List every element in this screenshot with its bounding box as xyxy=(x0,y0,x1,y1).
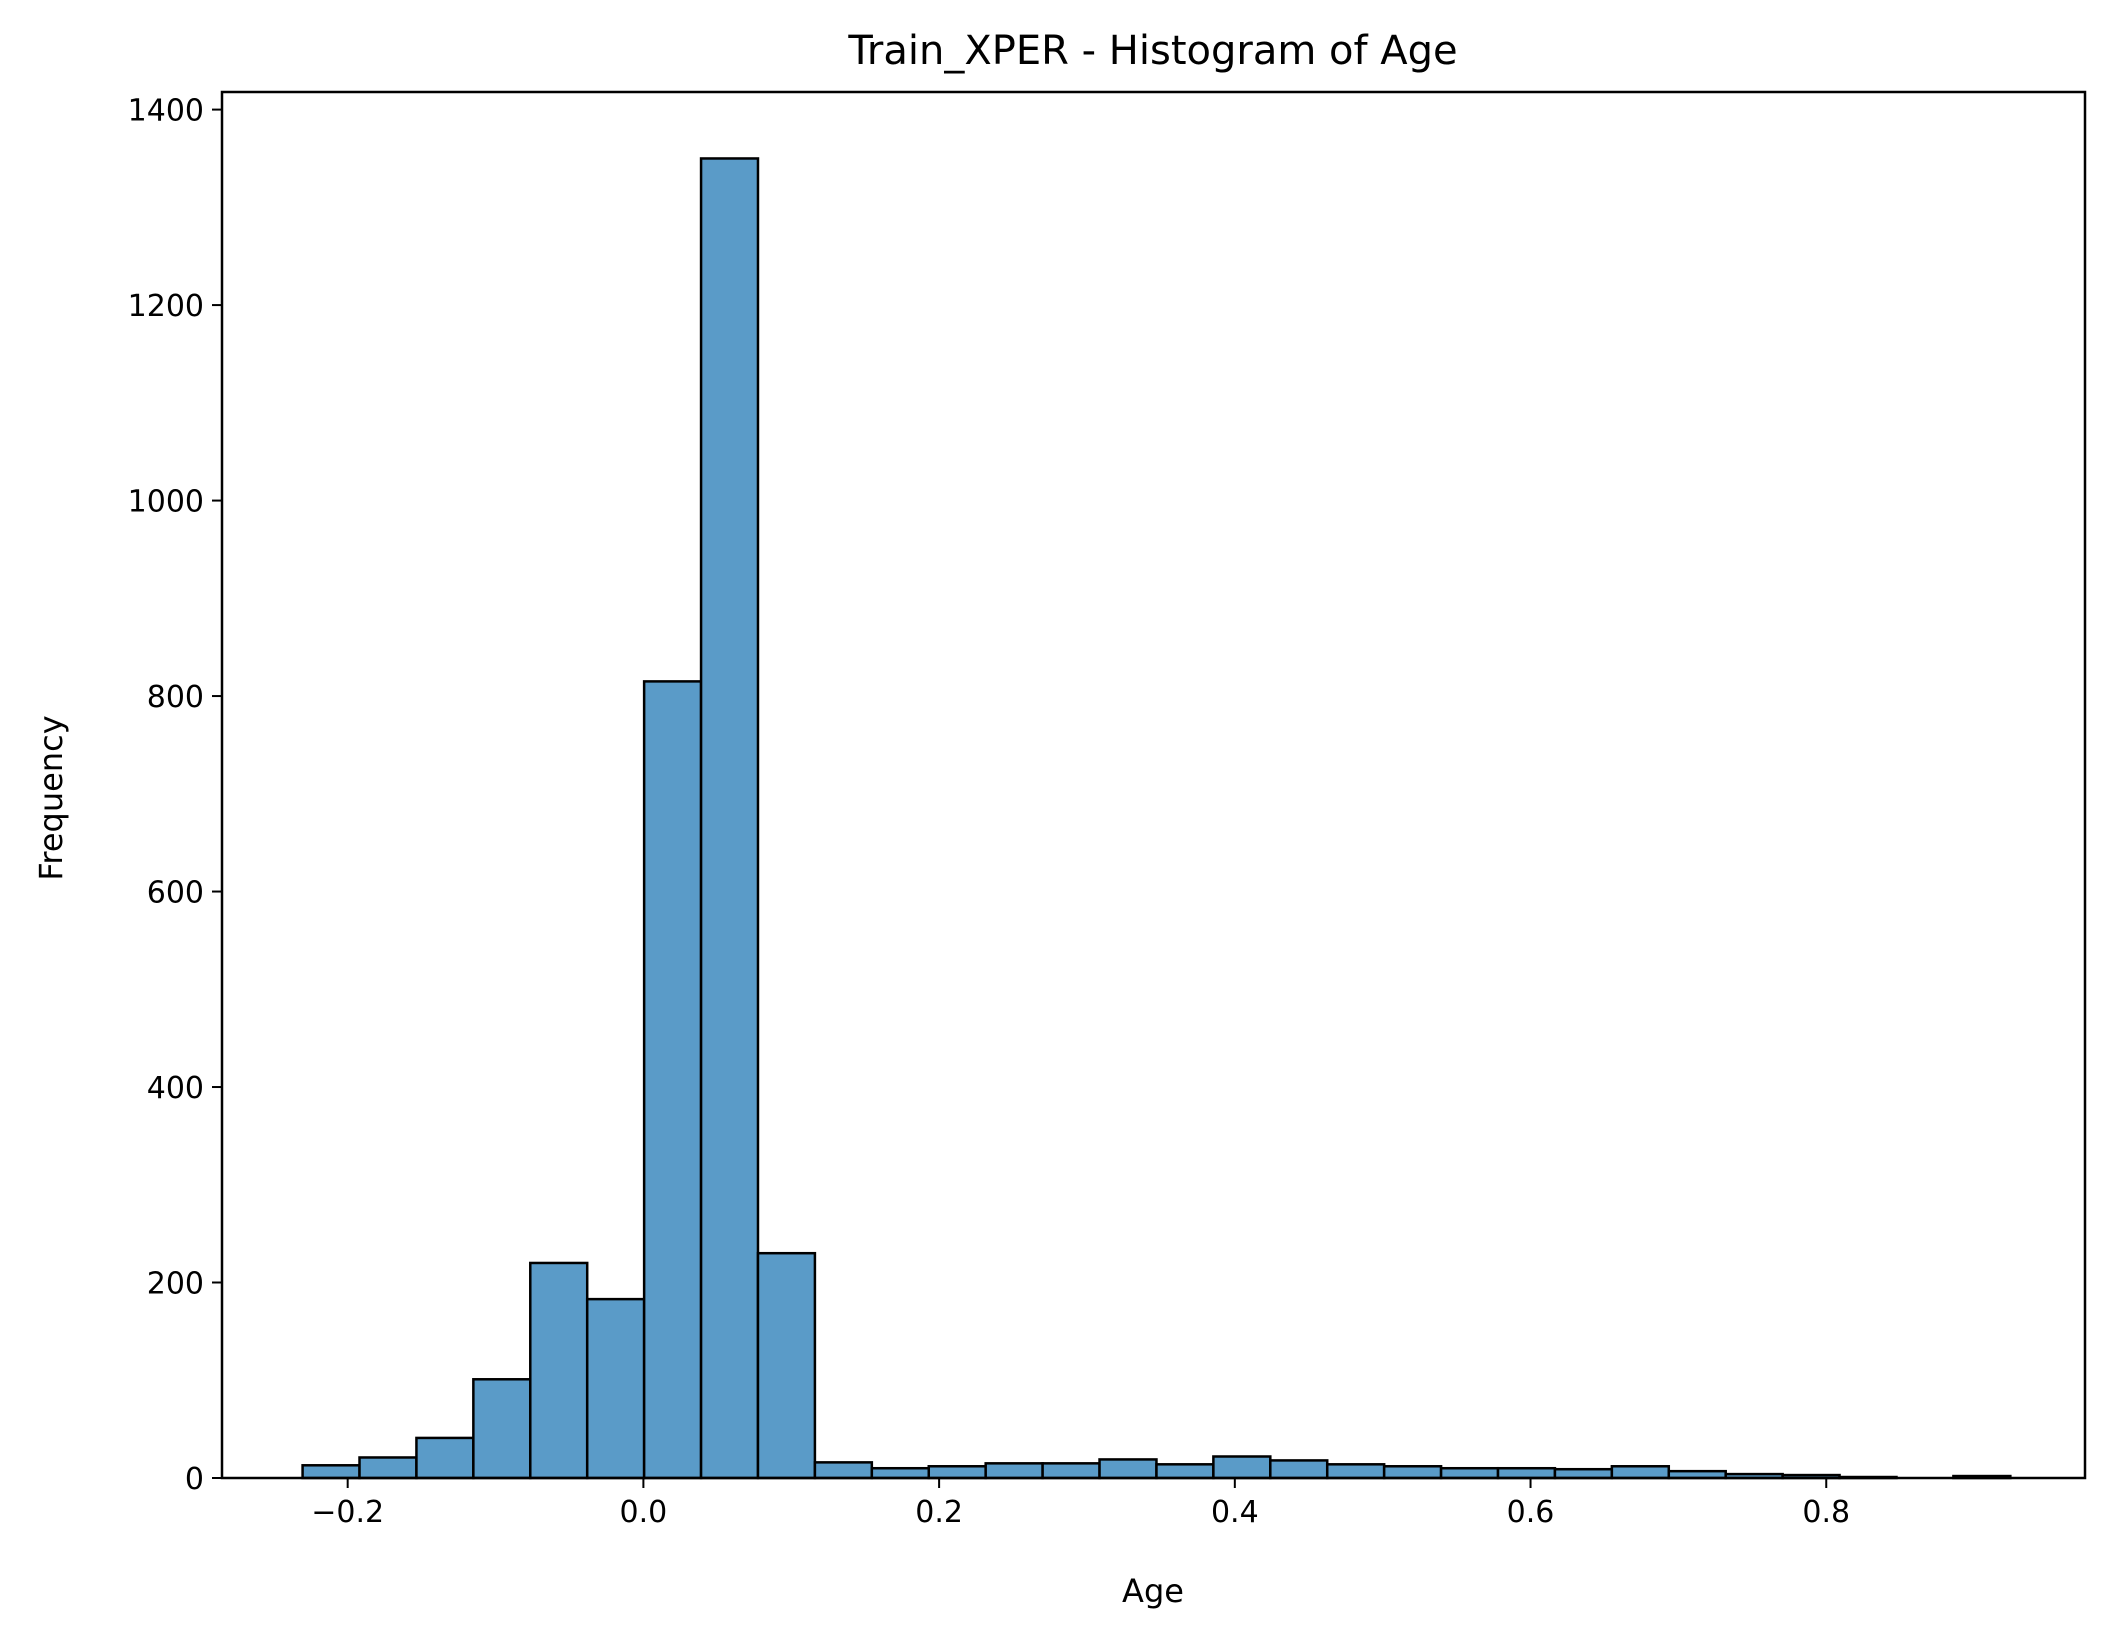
x-tick-label: 0.6 xyxy=(1507,1495,1555,1530)
histogram-bar xyxy=(984,1462,1044,1480)
y-axis-label: Frequency xyxy=(32,715,70,880)
histogram-bar xyxy=(870,1466,931,1480)
chart-title: Train_XPER - Histogram of Age xyxy=(847,28,1457,74)
histogram-bar xyxy=(927,1465,987,1480)
y-tick-label: 1200 xyxy=(128,289,204,324)
histogram-bar xyxy=(529,1261,589,1480)
y-tick-label: 400 xyxy=(147,1071,204,1106)
histogram-bar xyxy=(358,1456,418,1480)
histogram-bar xyxy=(301,1464,361,1480)
x-axis-label: Age xyxy=(1122,1572,1184,1610)
histogram-bar xyxy=(1155,1463,1215,1480)
histogram-bar xyxy=(813,1461,874,1480)
histogram-bar xyxy=(415,1436,475,1480)
y-tick-label: 600 xyxy=(147,876,204,911)
y-tick-label: 200 xyxy=(147,1267,204,1302)
histogram-bar xyxy=(642,680,703,1480)
histogram-bar xyxy=(1496,1466,1557,1480)
x-tick-label: 0.4 xyxy=(1211,1495,1259,1530)
y-tick-label: 1400 xyxy=(128,94,204,129)
histogram-bar xyxy=(1439,1466,1500,1480)
histogram-bar xyxy=(1041,1462,1101,1480)
histogram-bar xyxy=(1212,1455,1272,1480)
histogram-bar xyxy=(756,1251,817,1480)
histogram-bar xyxy=(1325,1463,1386,1480)
y-tick-label: 0 xyxy=(185,1462,204,1497)
y-tick-label: 800 xyxy=(147,680,204,715)
histogram-bar xyxy=(1098,1458,1158,1480)
x-tick-label: 0.8 xyxy=(1802,1495,1850,1530)
plot-area-frame xyxy=(220,90,2087,1480)
x-tick-label: 0.0 xyxy=(620,1495,668,1530)
histogram-bar xyxy=(1610,1465,1671,1480)
histogram-bars xyxy=(301,157,2012,1480)
histogram-bar xyxy=(1382,1465,1443,1480)
histogram-bar xyxy=(1269,1459,1329,1480)
histogram-bar xyxy=(585,1297,646,1480)
histogram-bar xyxy=(699,157,760,1480)
x-tick-label: −0.2 xyxy=(311,1495,384,1530)
histogram-bar xyxy=(1553,1467,1614,1480)
y-axis-ticks: 0 200 400 600 800 1000 1200 1400 xyxy=(128,94,222,1497)
x-axis-ticks: −0.2 0.0 0.2 0.4 0.6 0.8 xyxy=(311,1478,1850,1530)
x-tick-label: 0.2 xyxy=(915,1495,963,1530)
y-tick-label: 1000 xyxy=(128,485,204,520)
histogram-bar xyxy=(472,1378,532,1480)
